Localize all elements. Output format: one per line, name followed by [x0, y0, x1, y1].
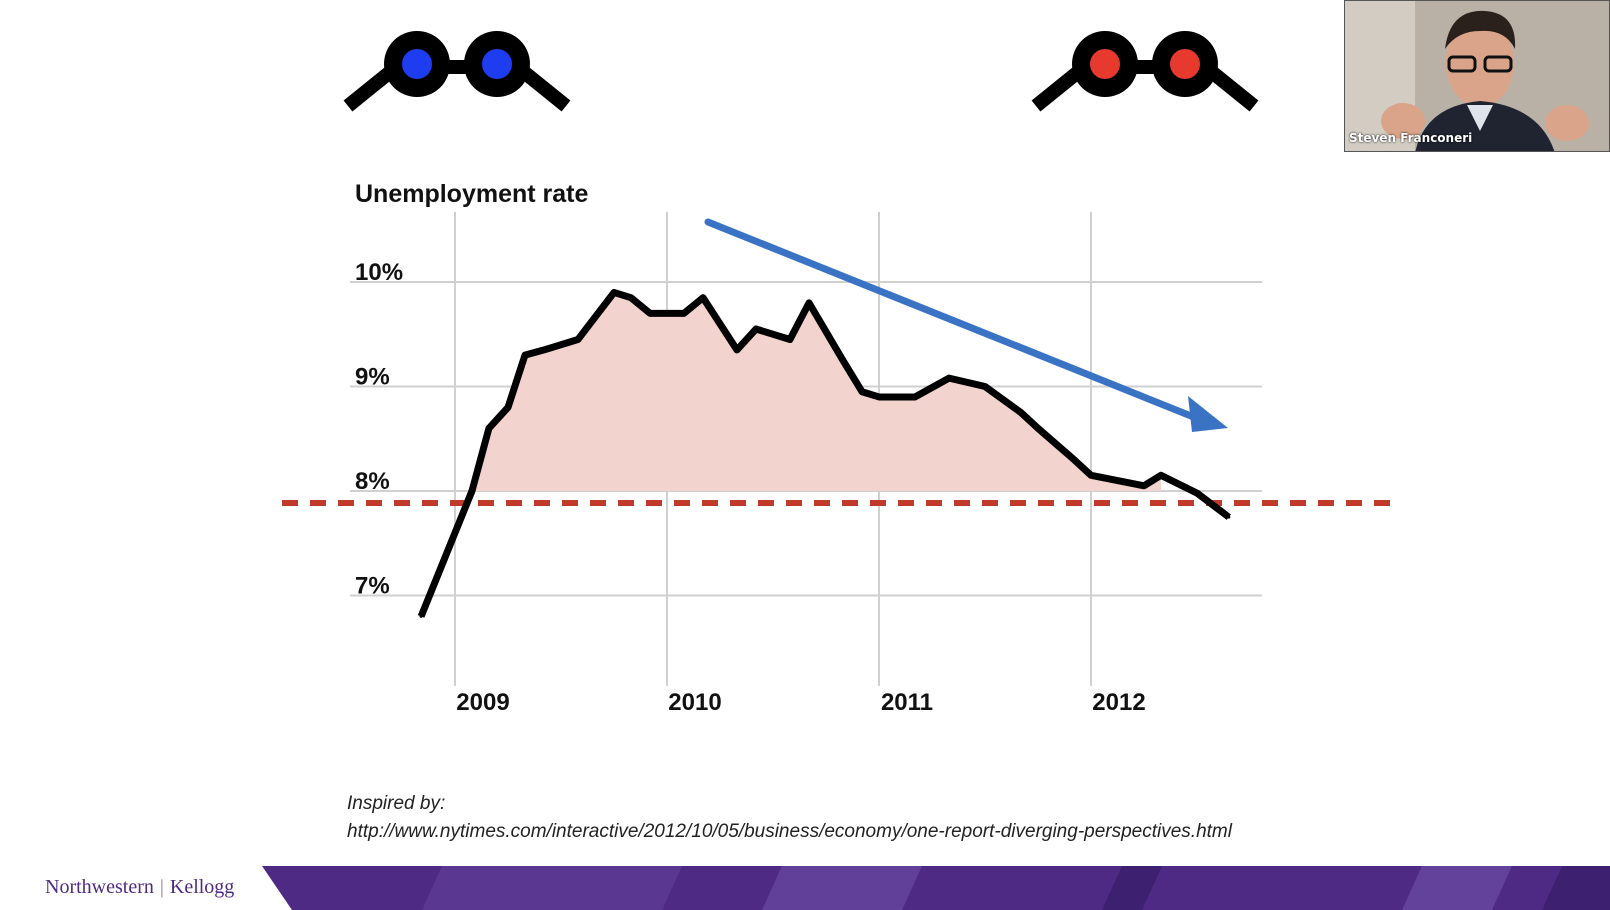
data-point: [1159, 473, 1163, 477]
x-tick-label: 2011: [881, 689, 933, 716]
chart-title: Unemployment rate: [355, 180, 588, 208]
data-point: [523, 353, 527, 357]
x-tick-label: 2012: [1092, 689, 1145, 716]
presenter-video: [1345, 1, 1609, 151]
data-point: [913, 395, 917, 399]
source-note: Inspired by: http://www.nytimes.com/inte…: [347, 790, 1232, 846]
x-tick-label: 2009: [456, 689, 509, 716]
data-point: [542, 348, 546, 352]
data-point: [807, 301, 811, 305]
data-point: [947, 376, 951, 380]
data-point: [1036, 426, 1040, 430]
data-point: [860, 390, 864, 394]
red-lens-glasses-icon: [1031, 31, 1259, 112]
source-label: Inspired by:: [347, 793, 446, 814]
area-layer: [471, 292, 1161, 491]
trend-arrow-shaft: [704, 218, 1200, 422]
webcam-tile[interactable]: Steven Franconeri: [1344, 0, 1610, 152]
data-point: [506, 405, 510, 409]
y-tick-label: 10%: [355, 259, 403, 286]
data-point: [648, 311, 652, 315]
data-point: [1072, 458, 1076, 462]
unemployment-chart: Unemployment rate 7% 8% 9% 10% 2009 2010 2011…: [282, 180, 1390, 716]
data-point: [682, 311, 686, 315]
participant-name: Steven Franconeri: [1349, 131, 1473, 145]
data-point: [754, 327, 758, 331]
logo-separator: |: [159, 876, 164, 898]
data-point: [1195, 491, 1199, 495]
data-point: [841, 358, 845, 362]
y-tick-label: 8%: [355, 468, 390, 495]
trend-arrow-layer: [704, 218, 1228, 432]
x-tick-label: 2010: [668, 689, 721, 716]
data-point: [735, 348, 739, 352]
y-tick-labels: 7% 8% 9% 10%: [355, 259, 403, 600]
data-point: [788, 337, 792, 341]
series-area: [471, 292, 1161, 491]
data-point: [701, 296, 705, 300]
logo-northwestern: Northwestern: [45, 876, 154, 898]
source-url[interactable]: http://www.nytimes.com/interactive/2012/…: [347, 821, 1232, 842]
data-point: [1142, 484, 1146, 488]
data-point: [1227, 515, 1231, 519]
footer-band: [262, 866, 1610, 910]
data-point: [1019, 411, 1023, 415]
footer: Northwestern | Kellogg: [0, 866, 1610, 910]
data-point: [983, 385, 987, 388]
y-tick-label: 7%: [355, 573, 390, 600]
blue-lens-glasses-icon: [343, 31, 571, 112]
data-point: [487, 426, 491, 430]
x-tick-labels: 2009 2010 2011 2012: [456, 689, 1145, 716]
footer-logo: Northwestern | Kellogg: [45, 876, 234, 899]
logo-kellogg: Kellogg: [169, 876, 235, 898]
data-point: [1089, 473, 1093, 477]
trend-arrow-head: [1188, 396, 1228, 432]
data-point: [612, 290, 616, 294]
data-point: [576, 337, 580, 341]
data-point: [470, 489, 474, 493]
unemployment-line: [417, 288, 1231, 618]
y-tick-label: 9%: [355, 364, 390, 391]
data-point: [419, 614, 423, 618]
series-layer: [417, 288, 1231, 618]
data-point: [629, 296, 633, 300]
data-point: [877, 395, 881, 399]
